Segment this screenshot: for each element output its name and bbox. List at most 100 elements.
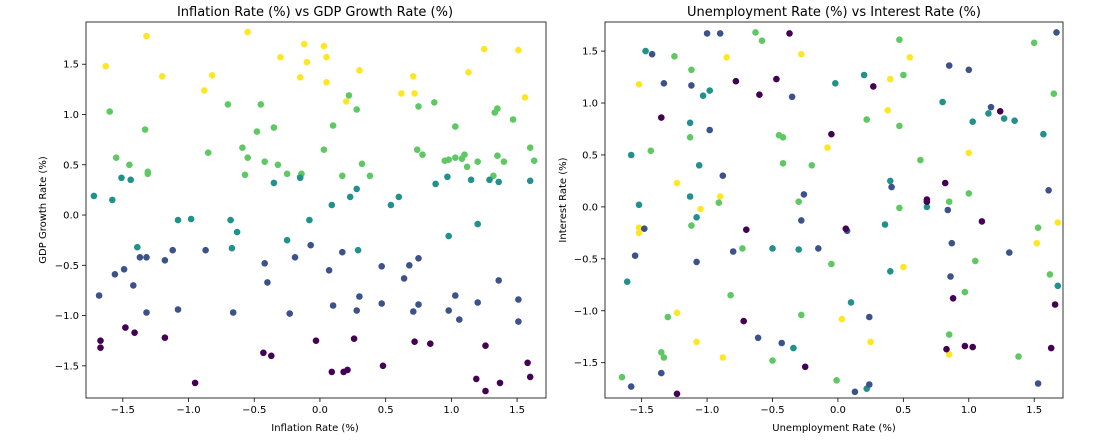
data-point xyxy=(496,379,504,387)
data-point xyxy=(658,349,665,356)
data-point xyxy=(945,198,953,205)
data-point xyxy=(688,82,695,89)
data-point xyxy=(1050,90,1058,97)
data-point xyxy=(530,157,538,164)
data-point xyxy=(635,229,643,237)
data-point xyxy=(847,299,855,306)
data-point xyxy=(635,201,643,209)
data-point xyxy=(888,183,895,191)
data-point xyxy=(939,98,946,106)
data-point xyxy=(795,246,802,253)
data-point xyxy=(291,253,299,261)
data-point xyxy=(618,373,626,381)
data-point xyxy=(158,73,166,80)
data-point xyxy=(778,339,785,347)
data-point xyxy=(415,103,422,110)
data-point xyxy=(790,344,797,352)
data-point xyxy=(283,170,291,178)
x-tick-label: 0.0 xyxy=(830,405,846,416)
data-point xyxy=(270,124,278,131)
data-point xyxy=(202,246,209,254)
data-point xyxy=(526,373,534,381)
data-point xyxy=(131,329,138,337)
data-point xyxy=(90,192,98,200)
data-point xyxy=(395,193,403,201)
data-point xyxy=(118,174,125,182)
data-point xyxy=(695,162,703,169)
chart-title: Unemployment Rate (%) vs Interest Rate (… xyxy=(687,5,981,20)
data-point xyxy=(141,126,149,133)
data-point xyxy=(112,154,120,161)
data-point xyxy=(923,198,931,205)
data-point xyxy=(800,191,808,198)
data-point xyxy=(833,377,840,384)
data-point xyxy=(339,172,346,180)
data-point xyxy=(743,226,750,233)
data-point xyxy=(758,37,766,44)
data-point xyxy=(509,116,517,123)
data-point xyxy=(1053,29,1060,36)
data-point xyxy=(228,244,236,252)
data-point xyxy=(1047,344,1055,352)
data-point xyxy=(779,134,787,141)
data-point xyxy=(353,185,361,193)
data-point xyxy=(703,30,711,37)
data-point xyxy=(867,338,874,346)
data-point xyxy=(286,310,294,317)
data-point xyxy=(136,253,144,261)
data-point xyxy=(723,54,730,61)
data-point xyxy=(354,246,362,254)
data-point xyxy=(161,334,169,342)
data-point xyxy=(716,193,724,200)
data-point xyxy=(378,300,386,307)
data-point xyxy=(642,47,649,55)
data-point xyxy=(467,176,475,184)
data-point xyxy=(427,340,434,348)
data-point xyxy=(729,248,737,255)
data-point xyxy=(431,99,438,106)
data-point xyxy=(253,128,261,135)
data-point xyxy=(452,123,459,130)
y-tick-label: 1.0 xyxy=(63,110,79,121)
data-point xyxy=(697,205,704,213)
data-point xyxy=(660,80,668,87)
data-point xyxy=(174,306,182,313)
data-point xyxy=(719,354,727,361)
data-point xyxy=(658,114,665,121)
data-point xyxy=(1015,353,1022,360)
data-point xyxy=(419,151,426,158)
x-tick-label: 1.5 xyxy=(1026,405,1042,416)
data-point xyxy=(972,257,979,265)
data-point xyxy=(474,158,482,165)
x-tick-label: 0.0 xyxy=(312,405,328,416)
data-point xyxy=(887,268,894,275)
y-tick-label: −1.0 xyxy=(574,306,598,317)
data-point xyxy=(727,291,734,299)
data-point xyxy=(400,275,408,282)
data-point xyxy=(143,309,150,316)
data-point xyxy=(1054,219,1062,226)
data-point xyxy=(452,292,459,299)
x-tick-label: 1.5 xyxy=(509,405,525,416)
data-point xyxy=(769,357,776,364)
data-point xyxy=(328,368,336,376)
x-axis-label: Inflation Rate (%) xyxy=(271,423,359,434)
data-point xyxy=(881,221,889,228)
data-point xyxy=(410,308,417,315)
data-point xyxy=(169,246,176,254)
data-point xyxy=(945,351,953,358)
data-point xyxy=(1006,249,1013,256)
data-point xyxy=(752,29,759,36)
data-point xyxy=(948,239,956,247)
data-point xyxy=(208,72,216,79)
data-point xyxy=(444,173,451,181)
data-point xyxy=(356,67,363,74)
plot-frame xyxy=(604,21,1064,399)
data-point xyxy=(786,30,793,37)
data-point xyxy=(482,342,489,350)
data-point xyxy=(965,149,973,157)
data-point xyxy=(693,258,700,266)
data-point xyxy=(201,87,208,94)
data-point xyxy=(795,198,802,205)
